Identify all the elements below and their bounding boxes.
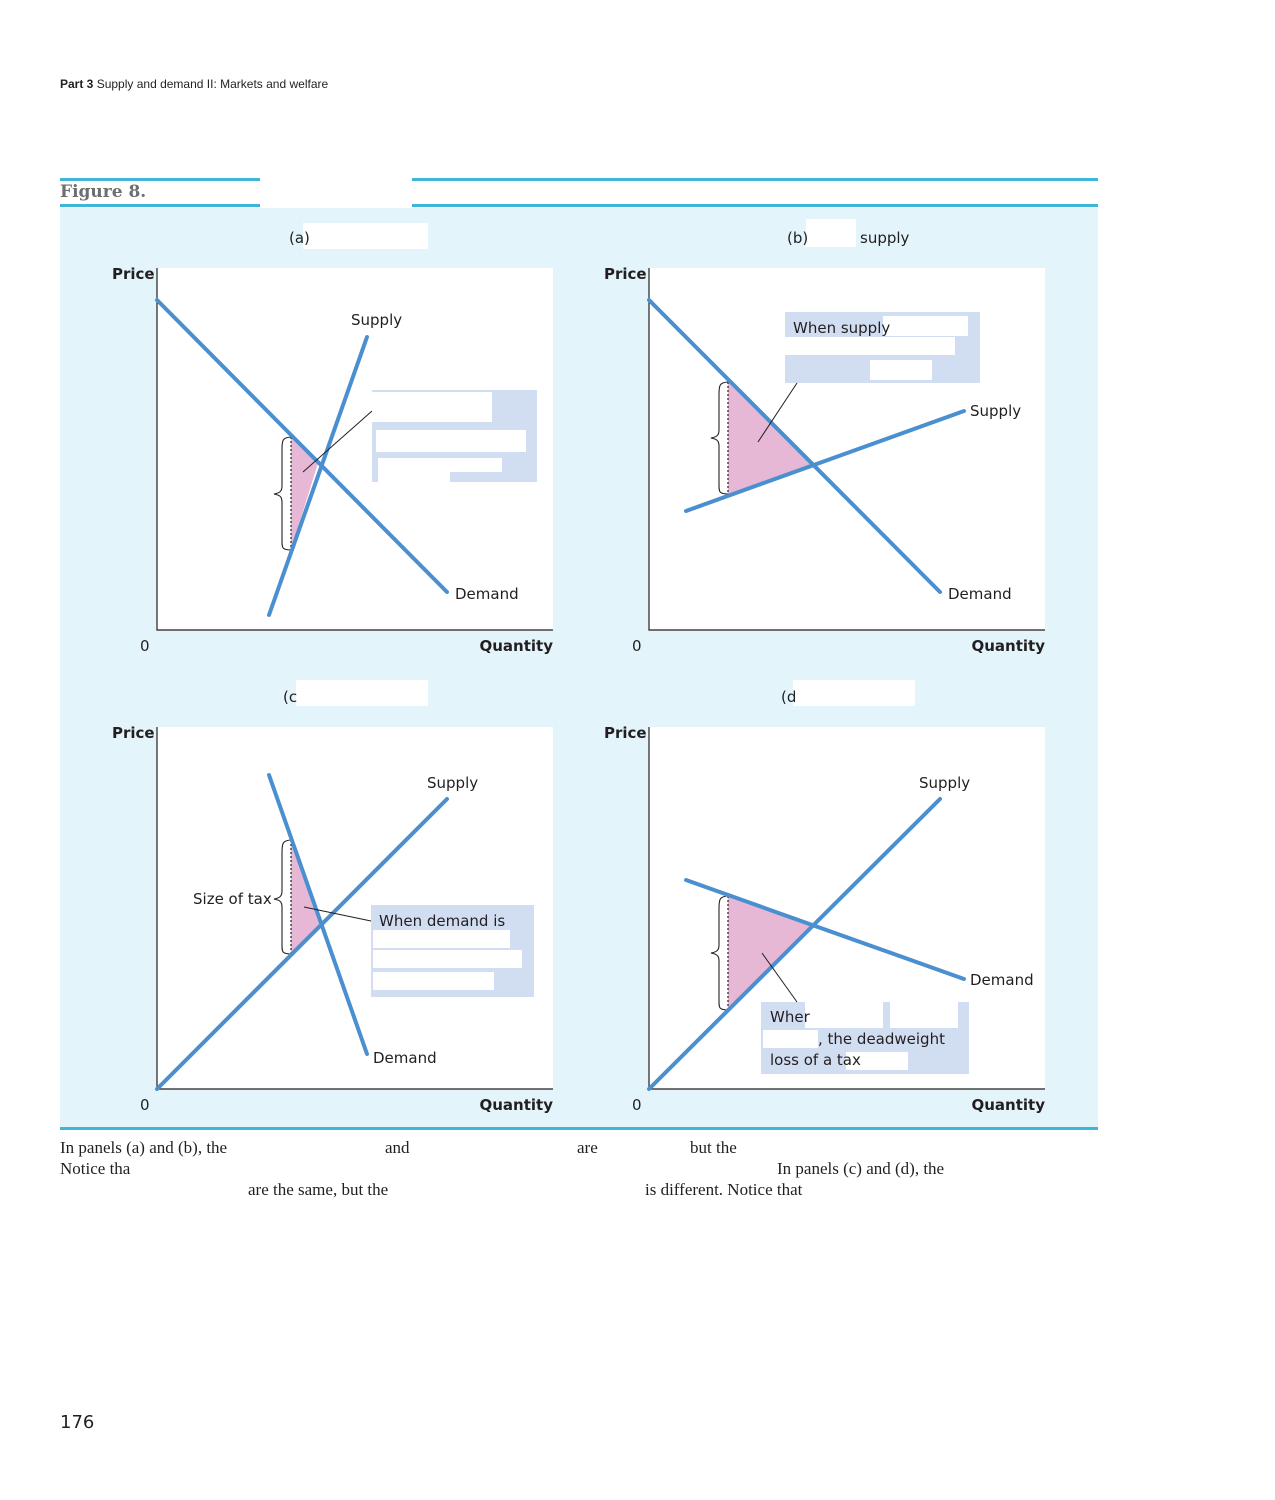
panel-b-supply-curve [684, 409, 966, 513]
panel-b-axes [648, 268, 1045, 631]
panel-b-deadweight-loss [728, 382, 813, 494]
panel-d-callout-line-1: Wher [770, 1008, 811, 1026]
figure-top-rule [60, 178, 1098, 181]
panel-d-callout-redaction-3 [763, 1030, 818, 1048]
panel-b-origin: 0 [632, 637, 642, 655]
page-number: 176 [60, 1412, 95, 1433]
panel-c-supply-label: Supply [427, 774, 478, 792]
panel-b-supply-label: Supply [970, 402, 1021, 420]
panel-a-callout-redaction-3 [378, 458, 502, 472]
panel-c-callout-redaction-1 [373, 930, 510, 948]
figure-bottom-rule [60, 1127, 1098, 1130]
panel-d-supply-curve [647, 797, 942, 1091]
panel-d-y-axis-label: Price [604, 724, 647, 742]
panel-d-deadweight-loss [728, 896, 813, 1010]
panel-c-heading-redaction [296, 680, 428, 706]
panel-a-callout-redaction-1 [372, 392, 492, 422]
panel-a-demand-curve [155, 298, 449, 594]
caption-line2-part2: In panels (c) and (d), the [777, 1159, 945, 1178]
panel-d-callout-leader [761, 952, 798, 1003]
panel-d-origin: 0 [632, 1096, 642, 1114]
panel-d-callout-redaction-2 [890, 1002, 958, 1028]
panel-a-heading-redaction [303, 223, 428, 249]
panel-a-callout-redaction-4 [378, 472, 450, 494]
running-head-part: Part 3 [60, 77, 94, 91]
panel-b-heading-redaction [806, 219, 856, 247]
panel-b-tax-brace [710, 381, 730, 495]
caption-line1-part3: are [577, 1138, 598, 1157]
panel-c-demand-label: Demand [373, 1049, 437, 1067]
panel-c-brace-label: Size of tax [193, 890, 272, 908]
caption-line1-part1: In panels (a) and (b), the [60, 1138, 228, 1157]
caption-line3-part1: are the same, but the [248, 1180, 389, 1199]
panel-b-callout-text: When supply [793, 319, 890, 337]
figure-title: Figure 8. [60, 182, 147, 202]
panel-a-x-axis-label: Quantity [480, 637, 554, 655]
caption-line1-part4: but the [690, 1138, 737, 1157]
panel-d-callout-line-2: , the deadweight [818, 1030, 945, 1048]
panel-d-supply-label: Supply [919, 774, 970, 792]
panel-b-heading-tail: supply [860, 229, 910, 247]
caption-line2-part1: Notice tha [60, 1159, 131, 1178]
panel-a-demand-label: Demand [455, 585, 519, 603]
panel-c: (c When demand is Size of tax Supply Dem… [112, 680, 553, 1114]
panel-b-demand-curve [647, 298, 942, 594]
figure-title-rule [60, 204, 1098, 207]
panel-c-demand-curve [267, 773, 369, 1056]
panel-d-demand-curve [684, 878, 966, 981]
panel-a: (a) Supply Demand Price Quantity 0 [112, 223, 553, 655]
panel-a-callout-leader [302, 410, 373, 473]
panel-d-x-axis-label: Quantity [972, 1096, 1046, 1114]
panel-b-callout-redaction-3 [870, 360, 932, 380]
panel-b-callout-leader [757, 382, 798, 443]
panel-b-heading: (b) [787, 229, 808, 247]
running-head-title: Supply and demand II: Markets and welfar… [96, 77, 329, 91]
panel-b: (b) supply When supply Supply Demand Pri… [604, 219, 1045, 655]
panel-c-y-axis-label: Price [112, 724, 155, 742]
panel-a-axes [156, 268, 553, 631]
panel-c-callout-text: When demand is [379, 912, 505, 930]
panel-a-y-axis-label: Price [112, 265, 155, 283]
running-head: Part 3 Supply and demand II: Markets and… [60, 77, 328, 91]
panel-d: (d Wher , the deadweight loss of a tax S… [604, 680, 1045, 1114]
panel-a-supply-label: Supply [351, 311, 402, 329]
panel-c-tax-brace [273, 839, 293, 955]
panel-c-supply-curve [155, 797, 449, 1091]
panel-d-demand-label: Demand [970, 971, 1034, 989]
panel-c-callout-redaction-3 [373, 972, 494, 990]
panel-d-callout-redaction-1 [805, 1002, 883, 1028]
panel-c-x-axis-label: Quantity [480, 1096, 554, 1114]
panel-d-heading-redaction [793, 680, 915, 706]
panel-c-heading: (c [283, 688, 297, 706]
panel-a-heading: (a) [289, 229, 310, 247]
panel-d-tax-brace [710, 895, 730, 1011]
panel-a-origin: 0 [140, 637, 150, 655]
panel-b-callout-redaction-2 [785, 337, 955, 355]
panel-d-heading: (d [781, 688, 796, 706]
panel-c-origin: 0 [140, 1096, 150, 1114]
figure-title-redaction [260, 176, 412, 208]
panel-c-deadweight-loss [291, 840, 322, 954]
panel-b-y-axis-label: Price [604, 265, 647, 283]
panel-c-callout-redaction-2 [373, 950, 522, 968]
caption-line1-part2: and [385, 1138, 410, 1157]
panel-b-callout-redaction-1 [883, 316, 968, 336]
panel-b-demand-label: Demand [948, 585, 1012, 603]
panel-a-callout-redaction-2 [376, 430, 526, 452]
panel-d-callout-line-3: loss of a tax [770, 1051, 861, 1069]
panel-d-callout-redaction-4 [846, 1052, 908, 1070]
panel-c-callout-leader [303, 906, 372, 922]
panel-a-supply-curve [267, 335, 369, 617]
caption-line3-part2: is different. Notice that [645, 1180, 803, 1199]
panel-a-tax-brace [273, 436, 293, 551]
panel-b-x-axis-label: Quantity [972, 637, 1046, 655]
